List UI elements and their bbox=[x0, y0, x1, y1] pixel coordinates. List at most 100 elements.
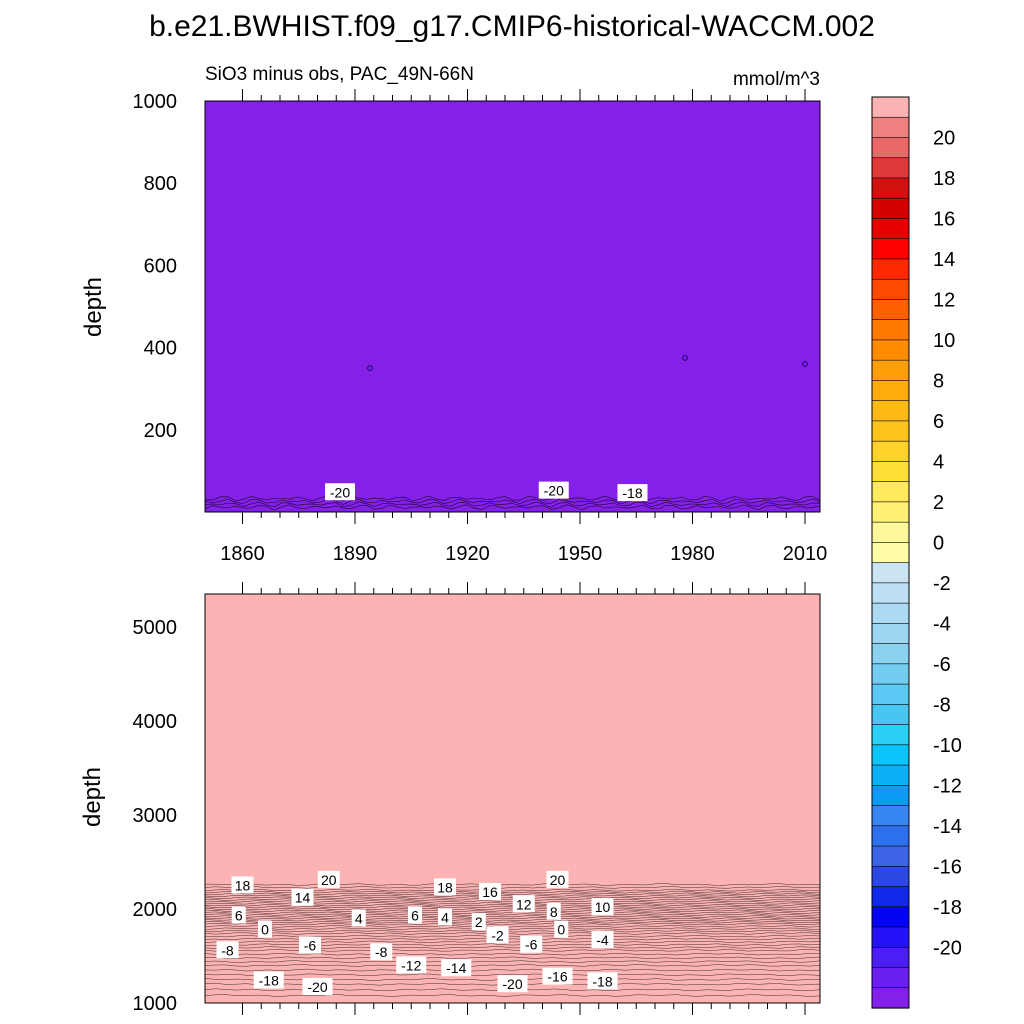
contour-label-text: -20 bbox=[502, 976, 522, 992]
x-tick-label: 1980 bbox=[670, 543, 715, 565]
contour-label-box bbox=[370, 943, 393, 961]
contour-label: -6 bbox=[299, 936, 321, 954]
contour-label-box bbox=[325, 483, 355, 501]
colorbar-box bbox=[871, 785, 910, 807]
contour-label-box bbox=[554, 920, 569, 938]
contour-line bbox=[204, 501, 821, 508]
contour-line bbox=[204, 915, 821, 918]
chart-title: b.e21.BWHIST.f09_g17.CMIP6-historical-WA… bbox=[149, 10, 875, 43]
colorbar-box bbox=[871, 96, 910, 118]
colorbar-label: -6 bbox=[933, 654, 951, 676]
colorbar-label: -16 bbox=[933, 856, 962, 878]
contour-line bbox=[204, 498, 821, 505]
colorbar-box bbox=[871, 825, 910, 847]
contour-label-text: 14 bbox=[295, 890, 311, 906]
y-tick-label: 400 bbox=[144, 338, 177, 360]
contour-label-text: 20 bbox=[550, 872, 566, 888]
contour-line bbox=[204, 909, 821, 913]
colorbar-label: 6 bbox=[933, 411, 944, 433]
y-tick-label: 600 bbox=[144, 255, 177, 277]
contour-label-text: -4 bbox=[596, 932, 609, 948]
plot-background bbox=[205, 101, 820, 512]
contour-label-text: -20 bbox=[330, 484, 350, 500]
upper-y-axis-label: depth bbox=[80, 277, 107, 337]
contour-label-box bbox=[299, 936, 321, 954]
colorbar-box bbox=[871, 623, 910, 645]
colorbar-box bbox=[871, 440, 910, 462]
contour-label-box bbox=[317, 870, 340, 888]
contour-label: -8 bbox=[216, 941, 239, 959]
contour-label-box bbox=[479, 883, 501, 901]
contour-label-text: -2 bbox=[491, 927, 504, 943]
contour-label-box bbox=[258, 920, 272, 938]
colorbar-box bbox=[871, 865, 910, 888]
contour-label-text: 4 bbox=[355, 910, 363, 926]
colorbar-box bbox=[871, 359, 910, 382]
contour-line bbox=[204, 495, 821, 502]
contour-label-box bbox=[302, 978, 333, 996]
contour-label-text: 18 bbox=[437, 879, 453, 895]
contour-label: -18 bbox=[617, 484, 648, 502]
contour-label-box bbox=[471, 913, 486, 931]
colorbar-box bbox=[871, 238, 910, 260]
contour-label-text: -20 bbox=[307, 979, 327, 995]
contour-label: 10 bbox=[591, 898, 614, 916]
colorbar-label: -18 bbox=[933, 897, 962, 919]
contour-line bbox=[204, 994, 821, 997]
contour-line bbox=[204, 925, 821, 928]
contour-label-box bbox=[231, 906, 246, 924]
plot-frame bbox=[204, 100, 821, 513]
contour-label-box bbox=[591, 898, 614, 916]
contour-line bbox=[204, 917, 821, 920]
colorbar-box bbox=[871, 582, 910, 604]
colorbar-label: -14 bbox=[933, 816, 962, 838]
contour-line bbox=[204, 973, 821, 977]
contour-label: -20 bbox=[497, 975, 528, 993]
contour-label-box bbox=[351, 909, 366, 927]
y-tick-label: 1000 bbox=[133, 993, 178, 1015]
contour-label-text: 16 bbox=[482, 884, 498, 900]
y-tick-label: 3000 bbox=[133, 805, 178, 827]
contour-label-text: 6 bbox=[411, 908, 419, 924]
colorbar-frame bbox=[871, 96, 910, 1009]
colorbar-box bbox=[871, 987, 910, 1009]
panel-subtitle: SiO3 minus obs, PAC_49N-66N bbox=[205, 64, 474, 85]
colorbar-label: 12 bbox=[933, 289, 955, 311]
contour-label: -4 bbox=[591, 931, 614, 949]
contour-label-text: 0 bbox=[261, 922, 269, 938]
colorbar-box bbox=[871, 137, 910, 159]
contour-label: -14 bbox=[441, 959, 472, 977]
contour-label-text: -8 bbox=[375, 944, 388, 960]
contour-label: 20 bbox=[317, 870, 340, 888]
colorbar-box bbox=[871, 380, 910, 402]
contour-label-text: -18 bbox=[592, 973, 612, 989]
contour-label: -20 bbox=[538, 481, 569, 499]
contour-line bbox=[204, 964, 821, 967]
y-tick-label: 4000 bbox=[133, 711, 178, 733]
contour-label-box bbox=[587, 972, 618, 990]
contour-label: 14 bbox=[291, 888, 314, 906]
colorbar-box bbox=[871, 602, 910, 624]
contour-line bbox=[204, 918, 821, 922]
contour-label-text: -14 bbox=[446, 960, 466, 976]
contour-line bbox=[204, 907, 821, 911]
colorbar-box bbox=[871, 177, 910, 199]
colorbar-box bbox=[871, 461, 910, 483]
colorbar-label: -20 bbox=[933, 937, 962, 959]
contour-label-box bbox=[538, 481, 569, 499]
colorbar-label: -12 bbox=[933, 775, 962, 797]
contour-label: -18 bbox=[587, 972, 618, 990]
contour-line bbox=[204, 968, 821, 972]
colorbar-box bbox=[871, 643, 910, 665]
contour-label-box bbox=[408, 906, 422, 924]
contour-label-box bbox=[546, 902, 561, 920]
contour-label: -18 bbox=[253, 971, 284, 989]
contour-label: 6 bbox=[408, 906, 422, 924]
colorbar-box bbox=[871, 481, 910, 503]
colorbar-label: -10 bbox=[933, 735, 962, 757]
x-tick-label: 1950 bbox=[558, 543, 603, 565]
colorbar-label: 20 bbox=[933, 127, 955, 149]
colorbar-label: -2 bbox=[933, 573, 951, 595]
contour-label: -16 bbox=[542, 967, 573, 985]
